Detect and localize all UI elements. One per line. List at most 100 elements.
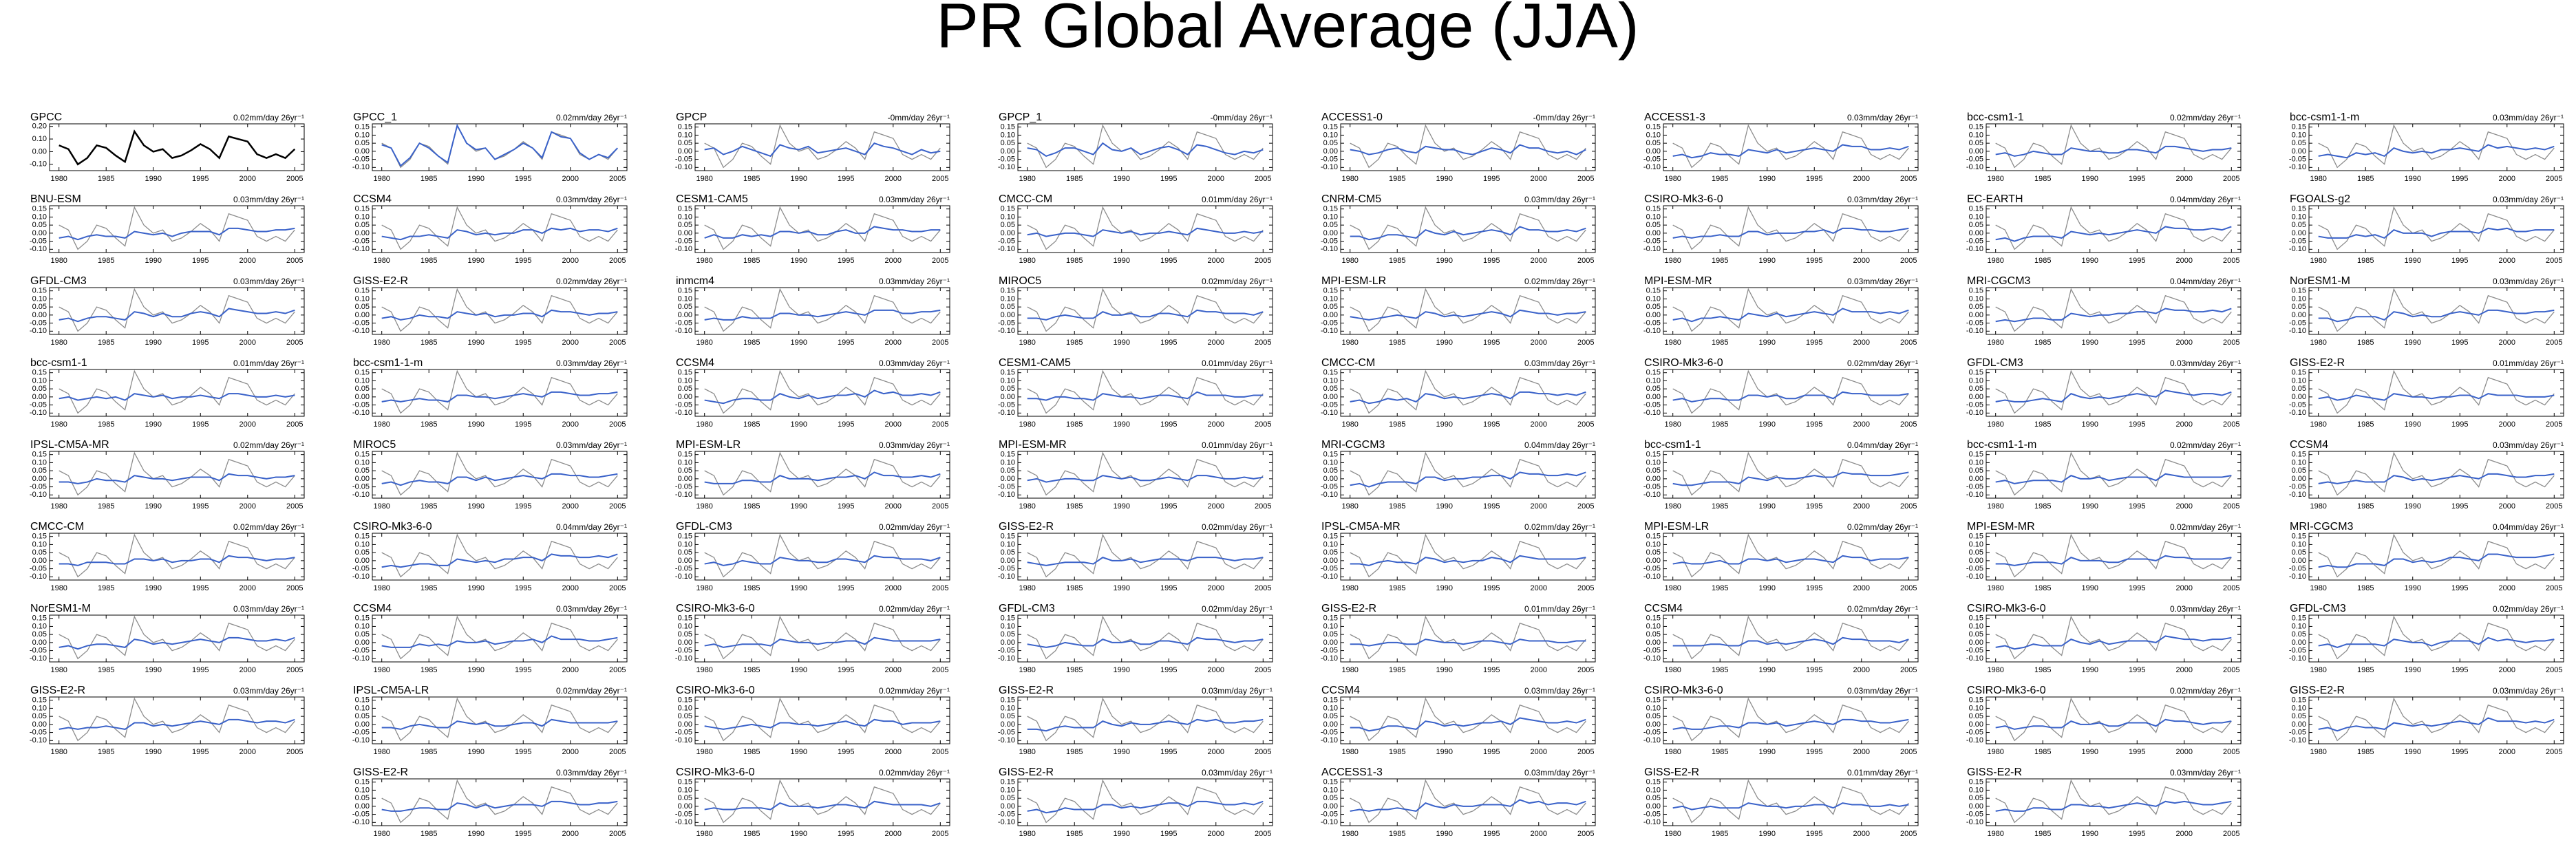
- model-line: [1350, 555, 1586, 566]
- y-tick-label: -0.05: [1966, 319, 1983, 327]
- y-tick-label: 0.05: [1646, 794, 1661, 802]
- y-tick-label: -0.05: [998, 728, 1015, 736]
- model-line: [1350, 639, 1586, 647]
- plot-frame: [372, 533, 628, 581]
- plot-frame: [1340, 123, 1596, 171]
- x-tick-label: 1985: [98, 420, 114, 429]
- x-tick-label: 2000: [562, 339, 579, 347]
- reference-line: [381, 615, 618, 660]
- trend-label: 0.02mm/day 26yr⁻¹: [1202, 604, 1273, 614]
- x-tick-label: 1990: [467, 666, 484, 674]
- y-tick-label: 0.05: [1001, 303, 1015, 311]
- x-tick-label: 1980: [1019, 666, 1035, 674]
- y-tick-label: 0.00: [1646, 475, 1661, 483]
- plot-frame: [372, 451, 628, 499]
- y-tick-label: 0.10: [355, 622, 370, 630]
- x-tick-label: 1980: [1341, 666, 1358, 674]
- x-tick-label: 1985: [1712, 502, 1728, 511]
- y-tick-label: 0.00: [2292, 557, 2306, 565]
- trend-label: 0.03mm/day 26yr⁻¹: [556, 195, 627, 204]
- panel: GISS-E2-R 0.02mm/day 26yr⁻¹ 0.150.100.050.…: [352, 275, 628, 347]
- y-tick-label: -0.05: [352, 237, 370, 245]
- panel: GISS-E2-R 0.03mm/day 26yr⁻¹ 0.150.100.050.…: [30, 685, 305, 756]
- y-tick-label: 0.05: [1646, 466, 1661, 475]
- panel-title: CMCC-CM: [999, 193, 1052, 205]
- panel: MPI-ESM-MR 0.02mm/day 26yr⁻¹ 0.150.100.050…: [1966, 521, 2242, 592]
- panel: CCSM4 0.03mm/day 26yr⁻¹0.150.100.050.00-0…: [1321, 685, 1596, 756]
- trend-label: 0.04mm/day 26yr⁻¹: [1847, 440, 1918, 450]
- x-tick-label: 1995: [1483, 339, 1500, 347]
- trend-label: 0.04mm/day 26yr⁻¹: [2493, 522, 2564, 532]
- y-tick-label: 0.05: [1001, 548, 1015, 557]
- y-tick-label: 0.10: [1969, 131, 1983, 139]
- x-tick-label: 1995: [838, 584, 854, 592]
- y-tick-label: 0.10: [2292, 458, 2306, 466]
- y-tick-label: 0.00: [1001, 229, 1015, 237]
- y-tick-label: -0.05: [1321, 400, 1338, 409]
- x-tick-label: 2000: [885, 339, 902, 347]
- y-tick-label: 0.00: [32, 475, 47, 483]
- model-line: [1027, 142, 1264, 158]
- y-tick-label: 0.05: [1646, 303, 1661, 311]
- y-tick-label: 0.15: [1969, 778, 1983, 786]
- x-tick-label: 1990: [467, 420, 484, 429]
- x-tick-label: 1985: [743, 420, 760, 429]
- x-tick-label: 1990: [790, 339, 807, 347]
- x-tick-label: 1990: [1758, 666, 1775, 674]
- x-tick-label: 1995: [515, 257, 531, 265]
- trend-label: 0.02mm/day 26yr⁻¹: [1847, 358, 1918, 368]
- trend-label: 0.03mm/day 26yr⁻¹: [879, 277, 950, 286]
- x-tick-label: 2005: [1900, 339, 1917, 347]
- plot-frame: [372, 205, 628, 253]
- x-tick-label: 1990: [1758, 339, 1775, 347]
- y-tick-label: 0.00: [1001, 147, 1015, 155]
- reference-line: [2318, 533, 2555, 578]
- x-tick-label: 1995: [192, 257, 209, 265]
- y-tick-label: -0.05: [2289, 646, 2306, 654]
- panel-title: GPCC: [30, 111, 62, 123]
- y-tick-label: 0.10: [32, 540, 47, 548]
- y-tick-label: 0.10: [1646, 376, 1661, 385]
- y-tick-label: -0.05: [352, 564, 370, 572]
- panel: CSIRO-Mk3-6-0 0.02mm/day 26yr⁻¹0.150.100.…: [1966, 685, 2242, 756]
- plot-frame: [1017, 123, 1273, 171]
- y-tick-label: -0.10: [1966, 163, 1983, 171]
- x-tick-label: 1990: [1113, 175, 1129, 183]
- y-tick-label: 0.15: [1323, 287, 1338, 295]
- y-tick-label: -0.10: [998, 245, 1015, 253]
- reference-line: [1027, 124, 1264, 169]
- y-tick-label: 0.05: [1969, 303, 1983, 311]
- x-tick-label: 1990: [790, 257, 807, 265]
- panel: MRI-CGCM3 0.04mm/day 26yr⁻¹ 0.150.100.050.…: [1321, 439, 1596, 511]
- x-tick-label: 2000: [2499, 175, 2515, 183]
- model-line: [58, 555, 295, 566]
- plot-frame: [2308, 451, 2564, 499]
- plot-frame: [1986, 778, 2242, 826]
- y-tick-label: 0.00: [678, 147, 692, 155]
- x-tick-label: 1990: [1436, 257, 1452, 265]
- plot-frame: [1986, 123, 2242, 171]
- y-tick-label: 0.10: [1323, 704, 1338, 712]
- x-tick-label: 2000: [1531, 830, 1547, 838]
- y-tick-label: 0.05: [355, 630, 370, 639]
- trend-label: 0.03mm/day 26yr⁻¹: [1524, 358, 1595, 368]
- y-tick-label: -0.10: [1321, 654, 1338, 663]
- y-tick-label: 0.00: [1323, 802, 1338, 811]
- y-tick-label: 0.15: [2292, 451, 2306, 459]
- model-line: [2318, 553, 2555, 568]
- x-tick-label: 1980: [1664, 502, 1681, 511]
- model-line: [704, 142, 941, 158]
- y-tick-label: 0.05: [1323, 630, 1338, 639]
- x-tick-label: 1990: [2081, 666, 2098, 674]
- x-tick-label: 1990: [2404, 420, 2420, 429]
- x-tick-label: 2000: [562, 584, 579, 592]
- y-tick-label: -0.05: [998, 810, 1015, 818]
- x-tick-label: 1990: [1113, 748, 1129, 756]
- y-tick-label: 0.10: [355, 213, 370, 221]
- reference-line: [704, 206, 941, 250]
- y-tick-label: 0.00: [32, 639, 47, 647]
- x-tick-label: 1985: [2357, 584, 2374, 592]
- y-tick-label: 0.15: [355, 451, 370, 459]
- x-tick-label: 1980: [1664, 666, 1681, 674]
- panel: CESM1-CAM5 0.01mm/day 26yr⁻¹ 0.150.100.050…: [998, 357, 1273, 429]
